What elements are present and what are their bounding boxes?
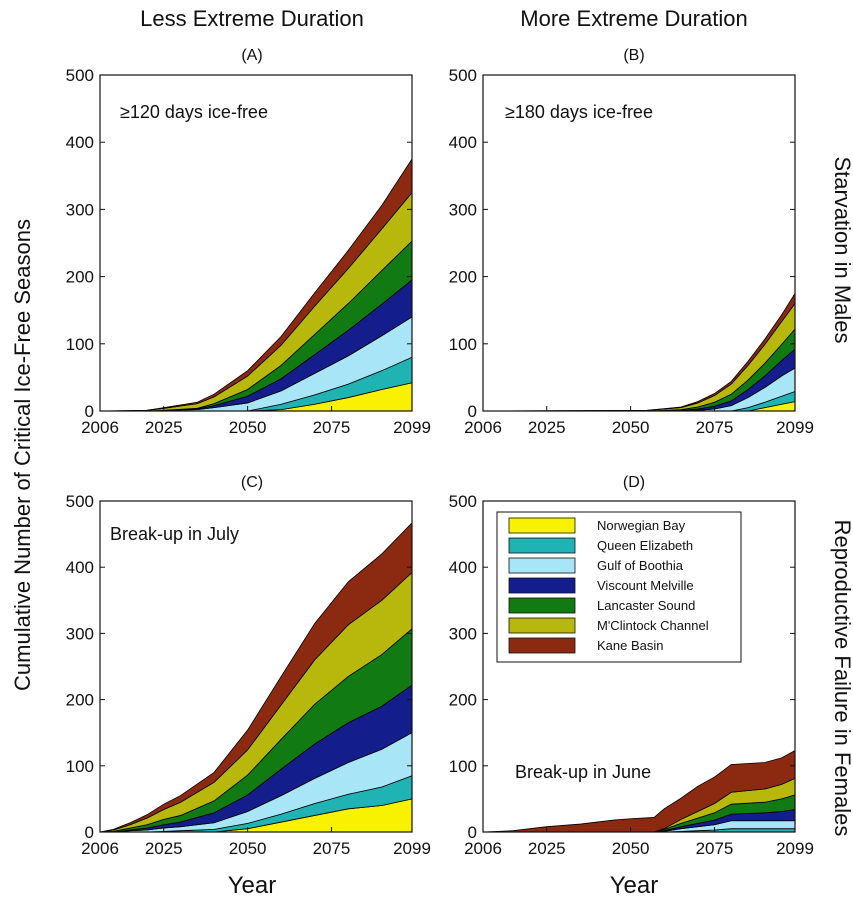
- y-tick-label: 100: [66, 757, 94, 776]
- panel-label: (C): [241, 474, 263, 491]
- y-tick-label: 500: [449, 492, 477, 511]
- plot-frame: [99, 74, 413, 412]
- y-tick-label: 300: [66, 200, 94, 219]
- y-tick-label: 500: [66, 66, 94, 85]
- y-tick-label: 400: [449, 133, 477, 152]
- x-tick-label: 2075: [313, 839, 351, 858]
- y-tick-label: 400: [449, 558, 477, 577]
- x-tick-label: 2006: [464, 418, 502, 437]
- y-tick-label: 300: [449, 200, 477, 219]
- legend-label-norwegian-bay: Norwegian Bay: [597, 518, 686, 533]
- panel-b: 0 100 200 300 400 500 2006 2025 2050 2075 2099 (B) ≥…: [449, 47, 814, 437]
- legend-label-lancaster-sound: Lancaster Sound: [597, 598, 695, 613]
- legend-label-viscount-melville: Viscount Melville: [597, 578, 694, 593]
- plot-frame: [482, 74, 796, 412]
- legend-swatch-viscount-melville: [508, 577, 576, 594]
- y-tick-label: 0: [468, 402, 477, 421]
- x-tick-label: 2006: [81, 418, 119, 437]
- y-tick-label: 300: [449, 624, 477, 643]
- y-tick-label: 100: [449, 335, 477, 354]
- panel-annotation: ≥180 days ice-free: [505, 102, 653, 122]
- y-tick-label: 100: [449, 757, 477, 776]
- y-tick-label: 500: [449, 66, 477, 85]
- panel-c: 0 100 200 300 400 500 2006 2025 2050 2075 2099 (C) B…: [66, 474, 431, 858]
- x-tick-label: 2006: [464, 839, 502, 858]
- legend-swatch-m-clintock-channel: [508, 617, 576, 634]
- plot-frame: [99, 500, 413, 833]
- legend-label-gulf-of-boothia: Gulf of Boothia: [597, 558, 684, 573]
- x-tick-label: 2050: [612, 418, 650, 437]
- column-title-left: Less Extreme Duration: [140, 6, 364, 31]
- panel-d: 0 100 200 300 400 500 2006 2025 2050 2075 2099 (D) B…: [449, 474, 814, 858]
- legend-swatch-lancaster-sound: [508, 597, 576, 614]
- legend-swatch-queen-elizabeth: [508, 537, 576, 554]
- y-tick-label: 0: [468, 823, 477, 842]
- panel-a: 0 100 200 300 400 500 2006 2025 2050 2075 2099 (A) ≥…: [66, 47, 431, 437]
- column-title-right: More Extreme Duration: [520, 6, 747, 31]
- x-tick-label: 2006: [81, 839, 119, 858]
- y-tick-label: 200: [449, 691, 477, 710]
- y-tick-label: 200: [66, 268, 94, 287]
- plot-frame: [482, 500, 796, 833]
- x-tick-label: 2025: [528, 418, 566, 437]
- x-tick-label: 2099: [776, 839, 814, 858]
- x-tick-label: 2075: [696, 418, 734, 437]
- legend-label-queen-elizabeth: Queen Elizabeth: [597, 538, 693, 553]
- x-tick-label: 2099: [776, 418, 814, 437]
- x-tick-label: 2050: [229, 418, 267, 437]
- row-title-top: Starvation in Males: [830, 156, 853, 343]
- y-tick-label: 500: [66, 492, 94, 511]
- y-tick-label: 300: [66, 624, 94, 643]
- legend: Norwegian Bay Queen Elizabeth Gulf of Boot…: [496, 511, 742, 663]
- legend-label-kane-basin: Kane Basin: [597, 638, 664, 653]
- panel-label: (D): [623, 474, 645, 491]
- x-tick-label: 2099: [393, 839, 431, 858]
- y-tick-label: 0: [85, 823, 94, 842]
- x-axis-label-right: Year: [610, 872, 659, 899]
- panel-annotation: Break-up in June: [515, 762, 651, 782]
- y-tick-label: 200: [449, 268, 477, 287]
- row-title-bottom: Reproductive Failure in Females: [830, 520, 853, 837]
- panel-label: (A): [241, 47, 262, 64]
- x-tick-label: 2075: [313, 418, 351, 437]
- y-tick-label: 0: [85, 402, 94, 421]
- legend-swatch-norwegian-bay: [508, 517, 576, 534]
- y-tick-label: 100: [66, 335, 94, 354]
- legend-swatch-kane-basin: [508, 637, 576, 654]
- x-tick-label: 2025: [145, 418, 183, 437]
- x-tick-label: 2025: [528, 839, 566, 858]
- x-tick-label: 2025: [145, 839, 183, 858]
- y-tick-label: 400: [66, 133, 94, 152]
- y-tick-label: 400: [66, 558, 94, 577]
- x-tick-label: 2099: [393, 418, 431, 437]
- x-tick-label: 2075: [696, 839, 734, 858]
- y-tick-label: 200: [66, 691, 94, 710]
- x-axis-label-left: Year: [228, 872, 277, 899]
- x-tick-label: 2050: [229, 839, 267, 858]
- x-tick-label: 2050: [612, 839, 650, 858]
- panel-annotation: ≥120 days ice-free: [120, 102, 268, 122]
- y-axis-label: Cumulative Number of Critical Ice-Free S…: [10, 219, 35, 691]
- panel-label: (B): [623, 47, 644, 64]
- panel-annotation: Break-up in July: [110, 524, 239, 544]
- legend-swatch-gulf-of-boothia: [508, 557, 576, 574]
- legend-label-m-clintock-channel: M'Clintock Channel: [597, 618, 709, 633]
